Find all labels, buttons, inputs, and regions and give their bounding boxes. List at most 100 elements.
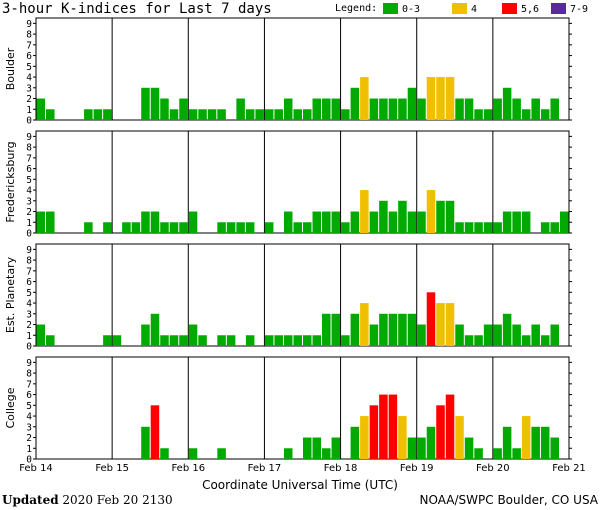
bar: [455, 324, 464, 346]
x-tick-label: Feb 14: [19, 463, 53, 474]
y-tick-label: 6: [26, 51, 32, 62]
bar: [540, 426, 550, 459]
bar: [502, 211, 512, 233]
bar: [112, 335, 122, 346]
bar: [160, 98, 169, 120]
bar: [46, 109, 55, 120]
bar: [169, 109, 179, 120]
bar: [312, 211, 322, 233]
bar: [322, 448, 331, 459]
bar: [379, 394, 388, 459]
bar: [150, 313, 160, 346]
bar: [455, 222, 464, 233]
legend-item-7-9: 7-9: [551, 3, 588, 15]
bar: [436, 77, 445, 120]
bar: [245, 335, 255, 346]
bar: [236, 98, 245, 120]
bar: [122, 222, 131, 233]
bar: [160, 448, 169, 459]
bar: [179, 222, 188, 233]
y-tick-label: 8: [26, 30, 32, 41]
bar: [388, 211, 398, 233]
y-tick-label: 1: [26, 331, 32, 342]
bar: [379, 200, 388, 233]
bar: [369, 324, 379, 346]
updated-label: Updated: [2, 493, 59, 507]
bar: [540, 335, 550, 346]
bar: [293, 222, 302, 233]
bar: [483, 222, 493, 233]
bar: [398, 416, 407, 459]
bar: [417, 211, 426, 233]
legend-item-0-3: 0-3: [383, 3, 420, 15]
bar: [312, 437, 322, 459]
bar: [350, 87, 360, 120]
bar: [350, 211, 360, 233]
bar: [426, 426, 436, 459]
legend-swatch-4: [452, 3, 467, 14]
bar: [141, 426, 150, 459]
bar: [521, 211, 531, 233]
bar: [283, 335, 293, 346]
bar: [331, 211, 341, 233]
x-tick-label: Feb 18: [324, 463, 358, 474]
legend-item-label: 0-3: [402, 4, 421, 15]
bar: [379, 313, 388, 346]
bar: [188, 324, 198, 346]
bar: [283, 448, 293, 459]
y-tick-label: 3: [26, 309, 32, 320]
bar: [131, 222, 141, 233]
y-tick-label: 6: [26, 390, 32, 401]
bar: [236, 222, 245, 233]
y-tick-label: 5: [26, 401, 32, 412]
bar: [531, 324, 540, 346]
bar: [331, 98, 341, 120]
bar: [264, 109, 274, 120]
y-tick-label: 6: [26, 164, 32, 175]
y-tick-label: 4: [26, 73, 32, 84]
bar: [188, 109, 198, 120]
bar: [207, 109, 217, 120]
bar: [36, 211, 46, 233]
updated-timestamp: Updated 2020 Feb 20 2130: [2, 493, 173, 507]
bar: [341, 335, 350, 346]
bar: [426, 77, 436, 120]
bar: [445, 200, 455, 233]
bar: [350, 426, 360, 459]
bar: [493, 222, 502, 233]
bar: [103, 222, 112, 233]
bar: [417, 437, 426, 459]
bar: [512, 211, 521, 233]
bar: [464, 222, 474, 233]
bar: [188, 448, 198, 459]
bar: [141, 87, 150, 120]
y-tick-label: 0: [26, 455, 32, 466]
bar: [217, 448, 226, 459]
bar: [436, 405, 445, 459]
panel-frame: [35, 356, 570, 460]
updated-value: 2020 Feb 20 2130: [62, 493, 173, 507]
bar: [217, 222, 226, 233]
bar: [531, 426, 540, 459]
bar: [550, 437, 559, 459]
bar: [445, 394, 455, 459]
y-tick-label: 5: [26, 62, 32, 73]
bar: [245, 222, 255, 233]
bar: [331, 313, 341, 346]
bar: [464, 437, 474, 459]
bar: [388, 98, 398, 120]
y-tick-label: 5: [26, 288, 32, 299]
y-tick-label: 0: [26, 342, 32, 353]
bar: [322, 98, 331, 120]
bar: [436, 303, 445, 346]
bar: [46, 335, 55, 346]
bar: [179, 335, 188, 346]
x-tick-label: Feb 21: [552, 463, 586, 474]
y-tick-label: 3: [26, 422, 32, 433]
bar: [150, 87, 160, 120]
bar: [36, 98, 46, 120]
bar: [141, 324, 150, 346]
y-tick-label: 8: [26, 369, 32, 380]
bar: [426, 292, 436, 346]
bar: [540, 222, 550, 233]
